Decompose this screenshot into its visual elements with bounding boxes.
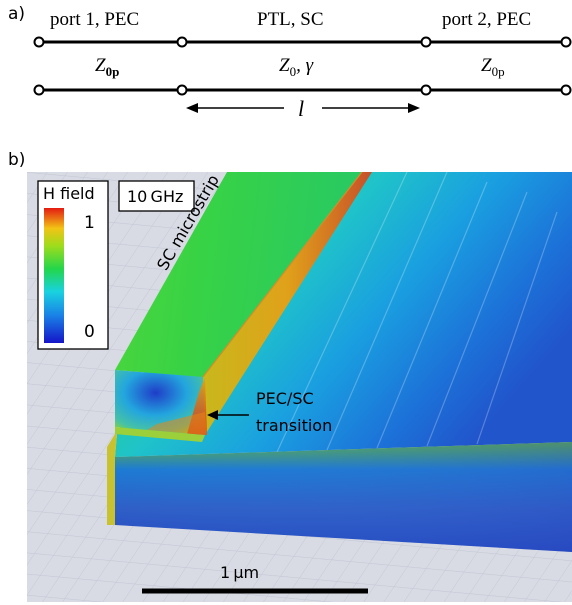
terminal-node	[176, 36, 188, 48]
terminal-node	[33, 36, 45, 48]
frequency-label: 10 GHz	[127, 187, 184, 206]
length-symbol: l	[298, 96, 305, 121]
impedance-symbol: Z	[481, 55, 492, 76]
transmission-line-schematic	[33, 36, 572, 113]
microstrip-top	[115, 172, 362, 377]
transition-label-line2: transition	[256, 416, 333, 435]
propagation-constant: , γ	[296, 55, 314, 76]
terminal-node	[560, 36, 572, 48]
impedance-subscript: 0	[289, 63, 297, 79]
terminal-node	[560, 84, 572, 96]
terminal-node	[33, 84, 45, 96]
colorbar-legend	[37, 180, 109, 350]
impedance-subscript: 0p	[105, 63, 120, 79]
ptl-label: PTL, SC	[257, 9, 324, 30]
legend-title: H field	[43, 184, 95, 203]
impedance-subscript: 0p	[491, 63, 505, 79]
terminal-node	[176, 84, 188, 96]
substrate-edge	[107, 434, 117, 525]
transition-label-line1: PEC/SC	[256, 389, 314, 408]
frequency-box	[118, 180, 195, 212]
scalebar-label: 1 μm	[220, 563, 260, 582]
impedance-right: Z0p	[481, 55, 505, 80]
panel-a-label: a)	[8, 4, 26, 24]
impedance-symbol: Z	[95, 55, 106, 76]
transition-arrow	[207, 410, 249, 420]
impedance-middle: Z0, γ	[279, 55, 313, 80]
simulation-render	[27, 172, 572, 602]
legend-max: 1	[84, 213, 95, 233]
length-arrowhead-right	[408, 103, 420, 113]
impedance-symbol: Z	[279, 55, 290, 76]
length-arrowhead-left	[186, 103, 198, 113]
microstrip-side	[203, 172, 372, 435]
terminal-node	[420, 84, 432, 96]
port2-label: port 2, PEC	[442, 9, 532, 30]
impedance-left: Z0p	[95, 55, 119, 80]
panel-b-label: b)	[8, 150, 26, 170]
legend-min: 0	[84, 322, 95, 342]
terminal-node	[420, 36, 432, 48]
colorbar-gradient	[44, 208, 64, 343]
port1-label: port 1, PEC	[50, 9, 140, 30]
